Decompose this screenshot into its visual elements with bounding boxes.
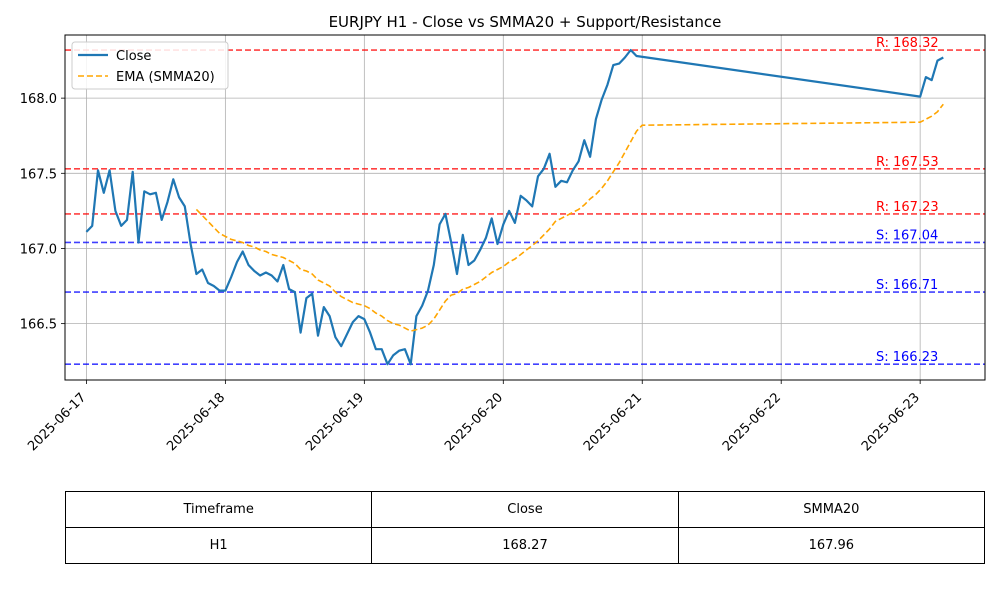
y-tick-label: 166.5 bbox=[20, 318, 57, 333]
table-header-cell: Timeframe bbox=[64, 491, 373, 528]
table-header-cell: Close bbox=[371, 491, 679, 528]
legend-box bbox=[71, 41, 229, 90]
chart: EURJPY H1 - Close vs SMMA20 + Support/Re… bbox=[19, 13, 986, 455]
support-level-label: S: 167.04 bbox=[876, 228, 938, 243]
resistance-level-label: R: 167.53 bbox=[876, 155, 939, 170]
support-level-label: S: 166.71 bbox=[876, 278, 938, 293]
chart-title: EURJPY H1 - Close vs SMMA20 + Support/Re… bbox=[329, 13, 722, 31]
plot-frame bbox=[64, 34, 986, 381]
legend-label-smma20: EMA (SMMA20) bbox=[116, 70, 215, 85]
table-row: H1 168.27 167.96 bbox=[64, 527, 986, 564]
summary-table: Timeframe Close SMMA20 H1 168.27 167.96 bbox=[64, 491, 986, 564]
table-header-row: Timeframe Close SMMA20 bbox=[64, 491, 986, 528]
table-cell-timeframe: H1 bbox=[64, 527, 373, 564]
series-line-smma20 bbox=[195, 103, 944, 332]
table-cell-smma20: 167.96 bbox=[677, 527, 986, 564]
series-line-close bbox=[85, 48, 944, 366]
support-level-label: S: 166.23 bbox=[876, 350, 938, 365]
support-resistance-levels: R: 168.32 R: 167.53 R: 167.23 S: 167.04 S: 1… bbox=[65, 36, 985, 365]
table-cell-close: 168.27 bbox=[371, 527, 679, 564]
y-tick-label: 167.0 bbox=[20, 242, 57, 257]
resistance-level-label: R: 168.32 bbox=[876, 36, 939, 51]
y-tick-label: 167.5 bbox=[20, 167, 57, 182]
y-axis-ticks: 166.5 167.0 167.5 168.0 bbox=[20, 92, 65, 333]
legend-label-close: Close bbox=[116, 49, 151, 64]
legend: Close EMA (SMMA20) bbox=[71, 41, 229, 90]
y-tick-label: 168.0 bbox=[20, 92, 57, 107]
table-header-cell: SMMA20 bbox=[677, 491, 986, 528]
grid bbox=[65, 35, 985, 380]
resistance-level-label: R: 167.23 bbox=[876, 200, 939, 215]
series-lines bbox=[85, 48, 944, 366]
